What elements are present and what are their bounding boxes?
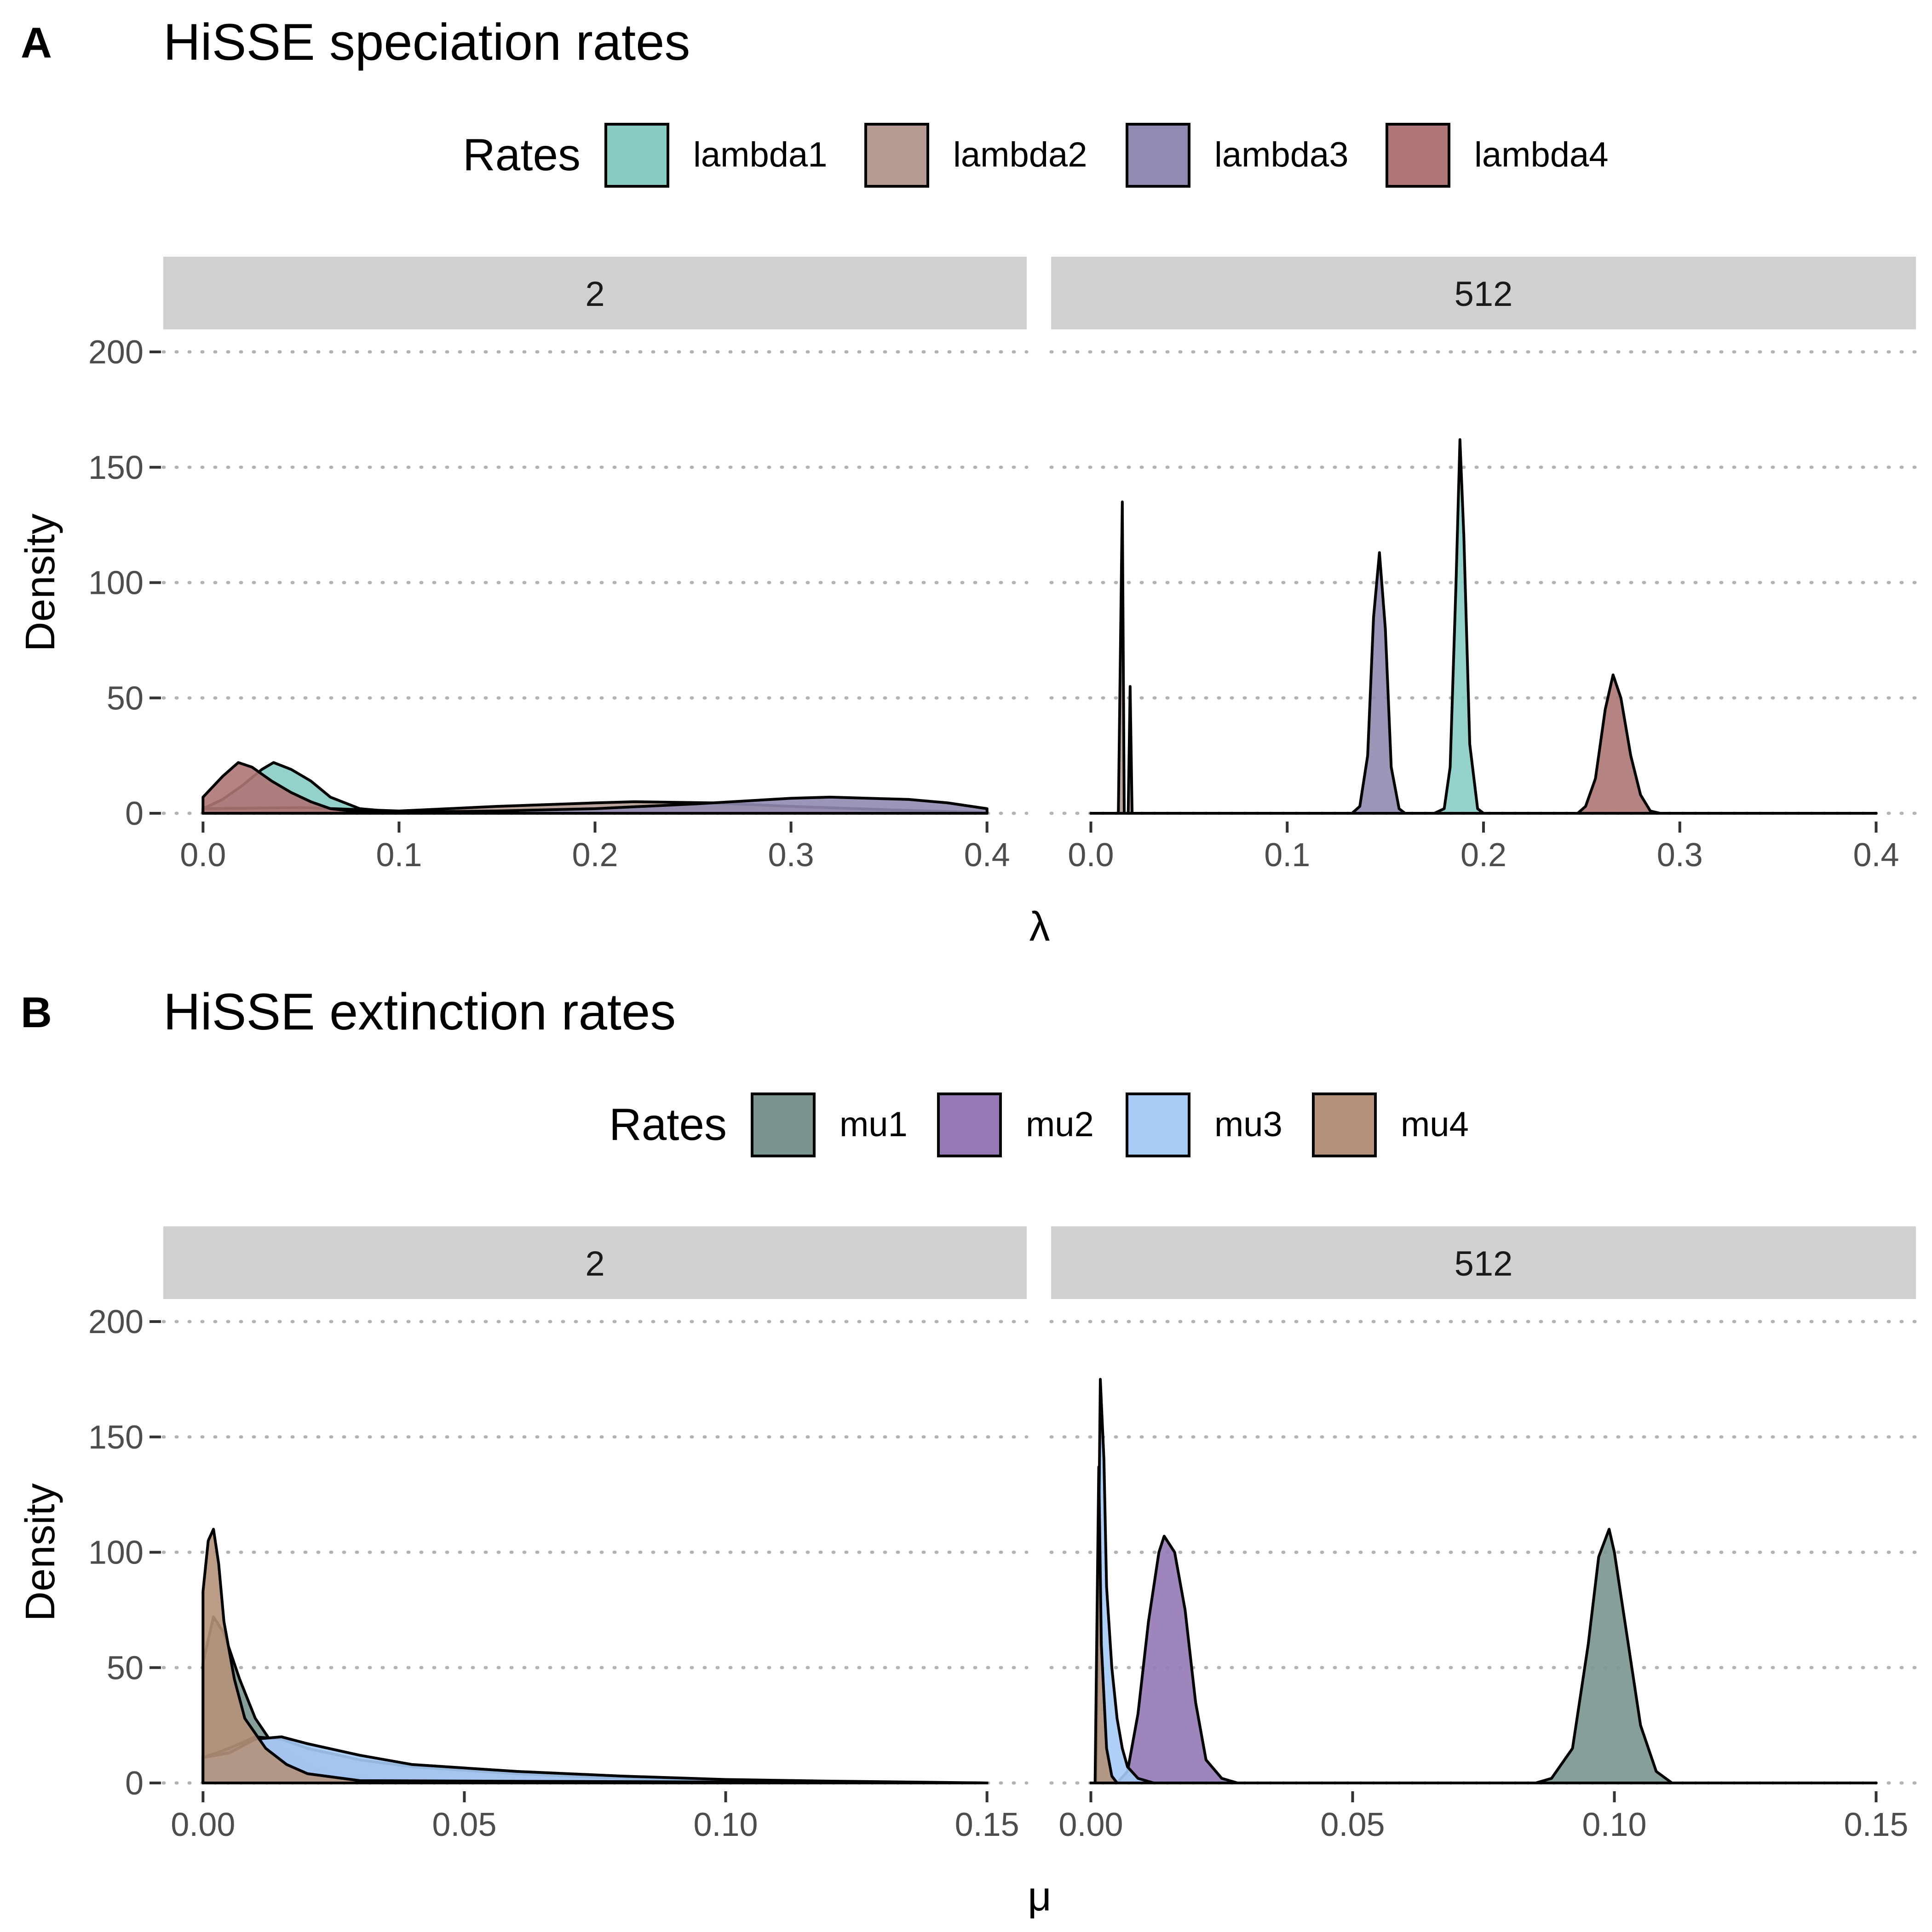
y-tick-label: 150 [88, 1419, 144, 1456]
x-tick-label: 0.00 [171, 1806, 235, 1843]
x-tick-label: 0.00 [1058, 1806, 1123, 1843]
legend: Rates lambda1 lambda2 lambda3 lambda4 [463, 123, 1609, 188]
x-tick-label: 0.4 [964, 837, 1010, 874]
x-tick-label: 0.2 [572, 837, 618, 874]
panel-a: A HiSSE speciation rates Rates lambda1 lambd… [17, 13, 1918, 950]
x-tick-label: 0.05 [432, 1806, 496, 1843]
y-tick-label: 100 [88, 565, 144, 602]
x-tick-label: 0.1 [376, 837, 422, 874]
panel-letter: B [21, 988, 52, 1036]
y-tick-label: 50 [107, 680, 144, 717]
legend-label-mu2: mu2 [1026, 1105, 1094, 1144]
facet-strip [163, 257, 1027, 329]
panel-letter: A [21, 18, 52, 67]
x-tick-label: 0.05 [1320, 1806, 1385, 1843]
legend-label-lambda2: lambda2 [953, 135, 1087, 174]
facet-512: 512 0.0 0.1 0.2 0.3 0.4 [1049, 257, 1918, 874]
density-mu2 [1089, 1535, 1878, 1784]
chart-title: HiSSE speciation rates [163, 13, 690, 71]
density-mu1 [1089, 1528, 1878, 1784]
facet-strip [1051, 257, 1916, 329]
y-tick-label: 100 [88, 1535, 144, 1571]
x-tick-label: 0.10 [693, 1806, 758, 1843]
legend-label-mu3: mu3 [1214, 1105, 1282, 1144]
legend-swatch-mu4 [1312, 1092, 1377, 1157]
y-axis-title: Density [17, 1483, 63, 1621]
x-tick-label: 0.3 [1657, 837, 1703, 874]
legend-swatch-lambda2 [864, 123, 929, 188]
density-lambda3 [201, 795, 989, 815]
legend-swatch-mu2 [937, 1092, 1002, 1157]
density-lambda4 [201, 761, 401, 815]
chart-title: HiSSE extinction rates [163, 983, 676, 1041]
legend-swatch-lambda1 [604, 123, 669, 188]
facet-2: 2 0.0 0.1 0.2 0.3 0.4 [161, 257, 1029, 874]
x-axis-title: μ [1028, 1874, 1052, 1920]
facet-label: 2 [585, 1244, 604, 1283]
y-axis-title: Density [17, 513, 63, 651]
legend-swatch-lambda3 [1126, 123, 1190, 188]
facet-label: 512 [1455, 1244, 1513, 1283]
legend-label-lambda1: lambda1 [693, 135, 828, 174]
x-tick-label: 0.0 [1068, 837, 1114, 874]
panel-b: B HiSSE extinction rates Rates mu1 mu2 mu3 mu4… [17, 983, 1918, 1920]
density-mu3 [1089, 1378, 1878, 1784]
y-tick-label: 200 [88, 1304, 144, 1340]
x-tick-label: 0.0 [180, 837, 226, 874]
facet-512: 512 0.00 0.05 0.10 0.15 [1049, 1226, 1918, 1843]
x-tick-label: 0.10 [1582, 1806, 1646, 1843]
density-mu4 [201, 1528, 989, 1784]
x-tick-label: 0.15 [955, 1806, 1019, 1843]
x-axis-title: λ [1029, 904, 1050, 950]
y-tick-label: 0 [125, 1765, 144, 1802]
legend-label-lambda3: lambda3 [1214, 135, 1349, 174]
x-tick-label: 0.3 [768, 837, 814, 874]
x-tick-label: 0.15 [1844, 1806, 1908, 1843]
legend-swatch-mu1 [751, 1092, 816, 1157]
legend: Rates mu1 mu2 mu3 mu4 [609, 1092, 1469, 1157]
legend-title: Rates [609, 1099, 727, 1150]
y-tick-label: 50 [107, 1650, 144, 1686]
facet-strip [1051, 1226, 1916, 1299]
legend-swatch-lambda4 [1386, 123, 1450, 188]
density-lambda2 [1089, 500, 1878, 815]
facet-label: 512 [1455, 275, 1513, 314]
legend-title: Rates [463, 129, 581, 180]
density-lambda1 [1089, 438, 1878, 815]
legend-label-lambda4: lambda4 [1474, 135, 1609, 174]
legend-swatch-mu3 [1126, 1092, 1190, 1157]
facet-strip [163, 1226, 1027, 1299]
y-tick-label: 150 [88, 449, 144, 486]
facet-2: 2 0.00 0.05 0.10 0.15 [161, 1226, 1029, 1843]
density-mu4 [1089, 1465, 1878, 1784]
x-tick-label: 0.2 [1460, 837, 1506, 874]
density-lambda3 [1089, 551, 1878, 815]
x-tick-label: 0.1 [1264, 837, 1310, 874]
facet-label: 2 [585, 275, 604, 314]
y-tick-label: 200 [88, 334, 144, 371]
y-tick-label: 0 [125, 795, 144, 832]
legend-label-mu4: mu4 [1401, 1105, 1469, 1144]
density-lambda4 [1089, 673, 1878, 815]
legend-label-mu1: mu1 [840, 1105, 908, 1144]
x-tick-label: 0.4 [1853, 837, 1899, 874]
